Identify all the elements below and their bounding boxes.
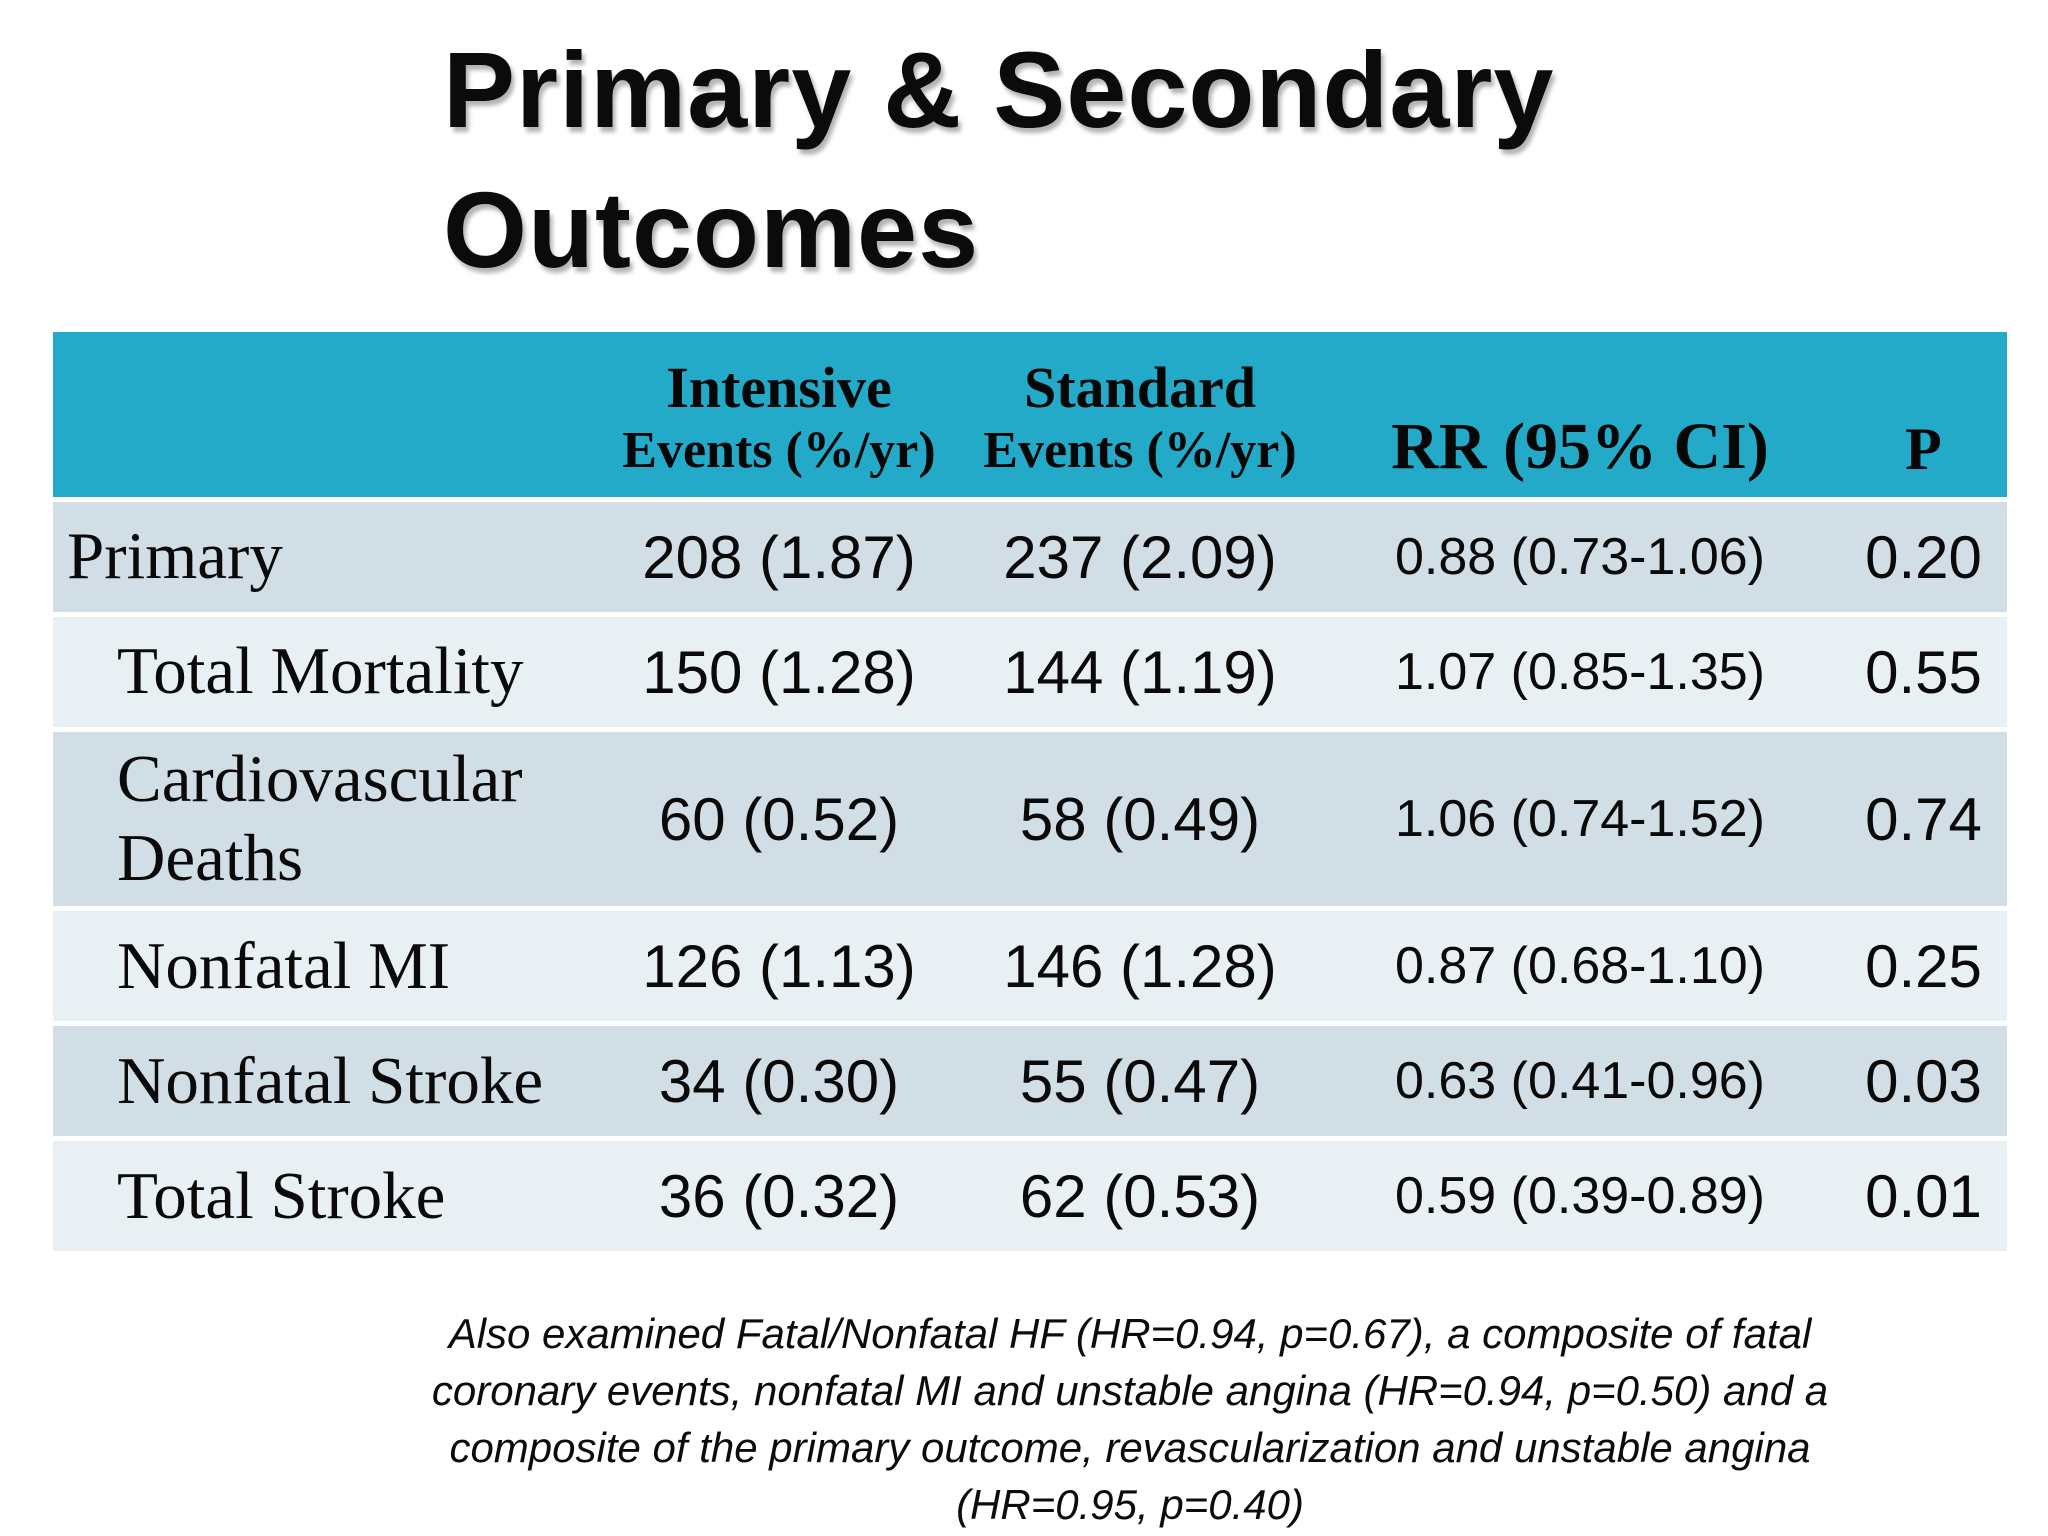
title-line-2: Outcomes <box>443 169 980 291</box>
row-outcome-label: Primary <box>67 519 283 594</box>
row-intensive-value: 208 (1.87) <box>642 523 916 591</box>
row-standard-value: 58 (0.49) <box>1019 785 1261 853</box>
row-outcome-label: Total Stroke <box>117 1158 446 1233</box>
footnote-line: Also examined Fatal/Nonfatal HF (HR=0.94… <box>448 1310 1812 1357</box>
row-rr-value: 0.63 (0.41-0.96) <box>1394 1052 1766 1111</box>
footnote-line: composite of the primary outcome, revasc… <box>449 1424 1811 1472</box>
row-rr-value: 0.88 (0.73-1.06) <box>1394 528 1766 586</box>
table-row-total-mortality: Total Mortality 150 (1.28) 144 (1.19) 1.… <box>53 612 2007 727</box>
table-header-row: Intensive Events (%/yr) Standard Events … <box>53 332 2007 497</box>
row-p-value: 0.25 <box>1865 932 1982 1000</box>
row-p-value: 0.55 <box>1865 638 1982 706</box>
header-cell-rr: RR (95% CI) <box>1320 332 1840 497</box>
row-standard-value: 144 (1.19) <box>1003 638 1277 706</box>
title-line-1: Primary & Secondary <box>443 29 1555 150</box>
row-standard-value: 237 (2.09) <box>1003 523 1277 591</box>
header-cell-p: P <box>1840 332 2007 497</box>
row-outcome-label: Cardiovascular Deaths <box>117 742 523 896</box>
row-p-value: 0.74 <box>1865 785 1982 853</box>
header-intensive-subtitle: Events (%/yr) <box>622 421 936 479</box>
footnote-line: coronary events, nonfatal MI and unstabl… <box>431 1367 1829 1415</box>
row-rr-value: 0.87 (0.68-1.10) <box>1394 937 1766 996</box>
table-row-cardiovascular-deaths: Cardiovascular Deaths 60 (0.52) 58 (0.49… <box>53 727 2007 907</box>
row-intensive-value: 34 (0.30) <box>658 1047 900 1115</box>
header-cell-standard: Standard Events (%/yr) <box>960 332 1320 497</box>
row-intensive-value: 126 (1.13) <box>642 932 916 1000</box>
header-cell-intensive: Intensive Events (%/yr) <box>598 332 960 497</box>
row-standard-value: 55 (0.47) <box>1019 1047 1261 1115</box>
header-p-label: P <box>1905 416 1942 482</box>
row-intensive-value: 60 (0.52) <box>658 785 900 853</box>
footnote-line: (HR=0.95, p=0.40) <box>956 1481 1304 1529</box>
header-standard-subtitle: Events (%/yr) <box>983 421 1297 479</box>
row-standard-value: 62 (0.53) <box>1019 1162 1261 1230</box>
header-intensive-title: Intensive <box>666 355 892 421</box>
header-rr-label: RR (95% CI) <box>1391 409 1769 483</box>
row-outcome-label: Nonfatal MI <box>117 928 451 1003</box>
header-standard-title: Standard <box>1023 355 1257 421</box>
table-row-nonfatal-stroke: Nonfatal Stroke 34 (0.30) 55 (0.47) 0.63… <box>53 1021 2007 1137</box>
row-p-value: 0.20 <box>1865 523 1982 591</box>
row-intensive-value: 150 (1.28) <box>642 638 916 706</box>
row-intensive-value: 36 (0.32) <box>658 1162 900 1230</box>
row-outcome-label: Nonfatal Stroke <box>117 1043 544 1118</box>
header-cell-outcome <box>53 332 598 497</box>
row-p-value: 0.03 <box>1865 1047 1982 1115</box>
row-p-value: 0.01 <box>1865 1162 1982 1230</box>
row-rr-value: 1.07 (0.85-1.35) <box>1394 643 1766 701</box>
row-rr-value: 1.06 (0.74-1.52) <box>1394 790 1766 849</box>
table-row-nonfatal-mi: Nonfatal MI 126 (1.13) 146 (1.28) 0.87 (… <box>53 906 2007 1022</box>
row-outcome-label: Total Mortality <box>117 634 524 709</box>
footnote: Also examined Fatal/Nonfatal HF (HR=0.94… <box>350 1305 1910 1533</box>
row-standard-value: 146 (1.28) <box>1003 932 1277 1000</box>
table-row-total-stroke: Total Stroke 36 (0.32) 62 (0.53) 0.59 (0… <box>53 1136 2007 1252</box>
outcomes-table: Intensive Events (%/yr) Standard Events … <box>53 332 2007 1252</box>
page-title: Primary & Secondary Outcomes <box>443 20 1555 301</box>
table-row-primary: Primary 208 (1.87) 237 (2.09) 0.88 (0.73… <box>53 497 2007 612</box>
row-rr-value: 0.59 (0.39-0.89) <box>1394 1167 1766 1226</box>
